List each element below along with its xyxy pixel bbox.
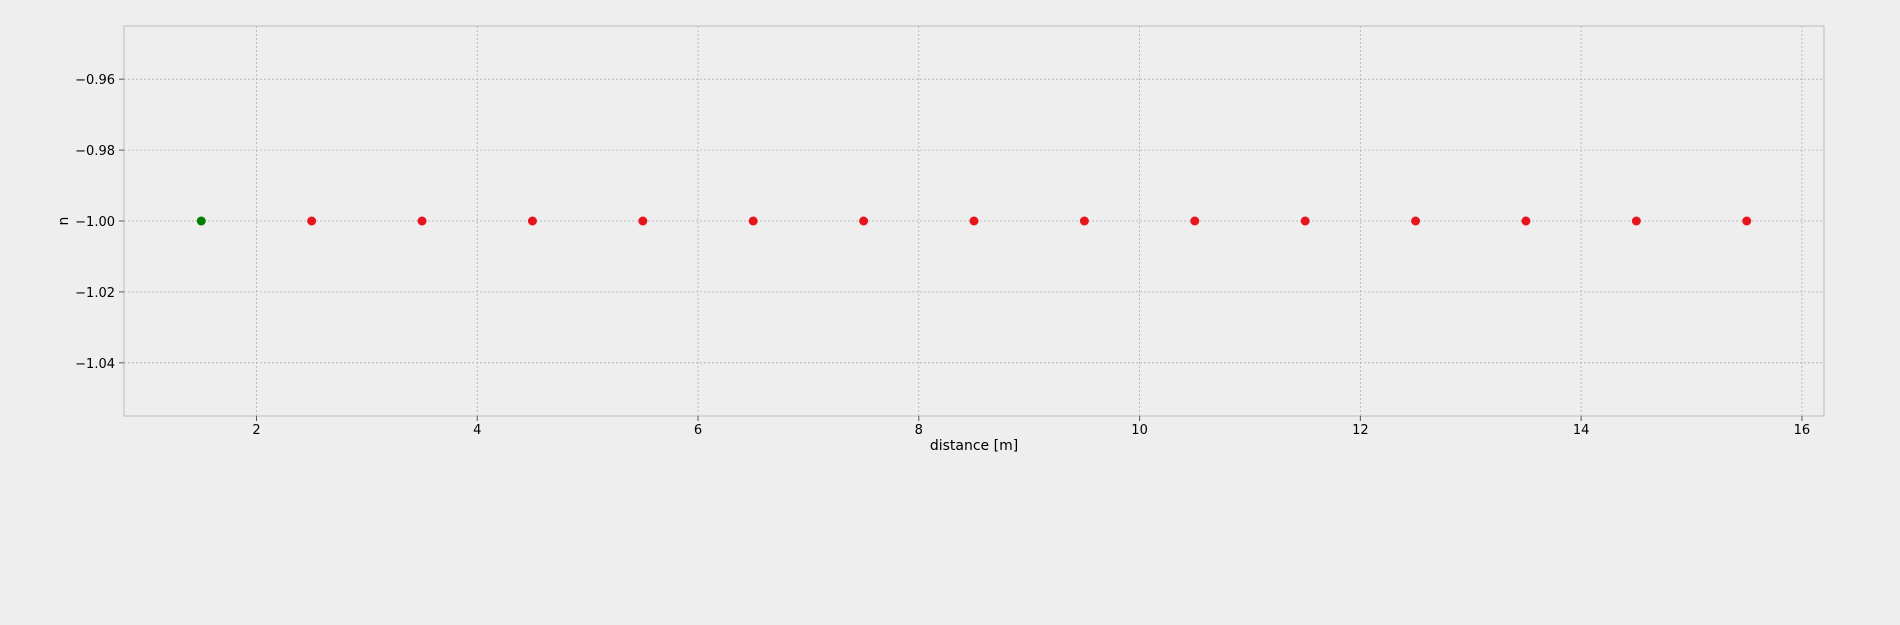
data-point-red: [527, 216, 537, 226]
x-axis-label: distance [m]: [930, 438, 1018, 454]
grid-lines: [124, 26, 1824, 416]
y-tick-label: −0.96: [75, 73, 115, 88]
y-axis-label: n: [56, 217, 72, 226]
x-tick-label: 2: [252, 423, 260, 438]
x-tick-label: 6: [694, 423, 702, 438]
data-point-red: [1631, 216, 1641, 226]
data-point-red: [307, 216, 317, 226]
x-tick-label: 16: [1794, 423, 1811, 438]
data-point-green: [196, 216, 206, 226]
data-point-red: [1079, 216, 1089, 226]
x-tick-label: 4: [473, 423, 481, 438]
x-tick-label: 10: [1131, 423, 1148, 438]
x-axis-ticks: 2 4 6 8 10 12 14 16: [252, 416, 1810, 438]
data-point-red: [1190, 216, 1200, 226]
data-point-red: [969, 216, 979, 226]
y-tick-label: −0.98: [75, 144, 115, 159]
y-tick-label: −1.04: [75, 357, 115, 372]
y-tick-label: −1.02: [75, 286, 115, 301]
x-tick-label: 14: [1573, 423, 1590, 438]
y-tick-label: −1.00: [75, 215, 115, 230]
data-point-red: [1300, 216, 1310, 226]
data-point-red: [638, 216, 648, 226]
data-points: [196, 216, 1752, 226]
data-point-red: [417, 216, 427, 226]
data-point-red: [859, 216, 869, 226]
x-tick-label: 8: [915, 423, 923, 438]
data-point-red: [1411, 216, 1421, 226]
x-tick-label: 12: [1352, 423, 1369, 438]
data-point-red: [1521, 216, 1531, 226]
y-axis-ticks: −0.96 −0.98 −1.00 −1.02 −1.04: [75, 73, 124, 372]
data-point-red: [748, 216, 758, 226]
data-point-red: [1742, 216, 1752, 226]
